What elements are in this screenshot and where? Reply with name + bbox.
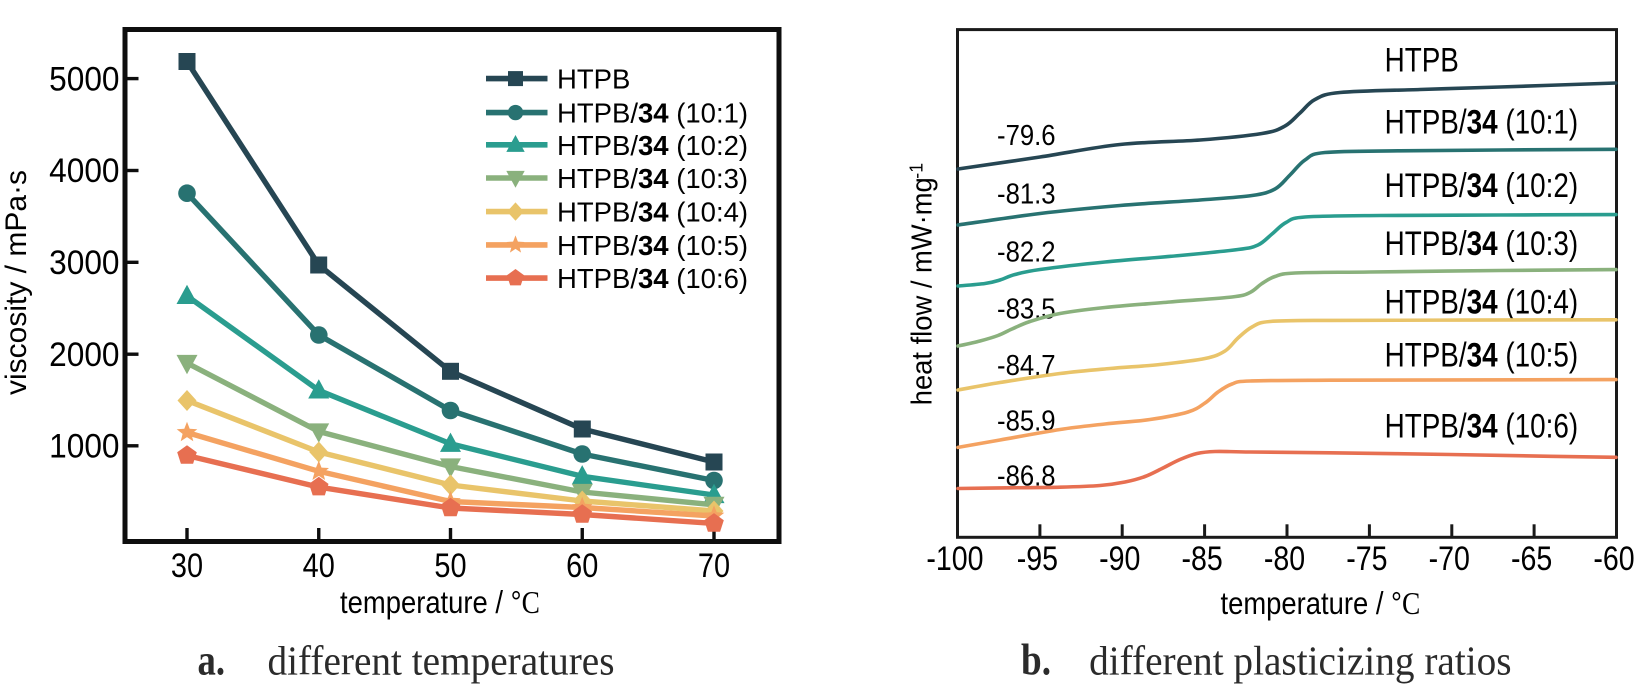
svg-text:HTPB/34 (10:4): HTPB/34 (10:4) [557, 197, 748, 228]
svg-text:-75: -75 [1346, 540, 1387, 578]
svg-text:1000: 1000 [49, 426, 119, 464]
svg-text:-95: -95 [1017, 540, 1058, 578]
svg-text:4000: 4000 [49, 151, 119, 189]
svg-text:50: 50 [434, 546, 466, 585]
svg-text:60: 60 [566, 546, 598, 585]
svg-text:b.: b. [1021, 636, 1051, 685]
svg-text:-80: -80 [1264, 540, 1305, 578]
svg-text:-83.5: -83.5 [997, 292, 1056, 325]
svg-text:-100: -100 [926, 540, 983, 578]
svg-text:HTPB/34 (10:2): HTPB/34 (10:2) [557, 130, 748, 161]
svg-text:HTPB/34 (10:6): HTPB/34 (10:6) [1385, 407, 1579, 445]
svg-text:-60: -60 [1593, 540, 1634, 578]
svg-text:different temperatures: different temperatures [268, 638, 615, 684]
svg-text:viscosity / mPa·s: viscosity / mPa·s [0, 170, 33, 395]
svg-text:-1: -1 [906, 163, 926, 179]
svg-text:5000: 5000 [49, 59, 119, 97]
svg-text:HTPB/34 (10:2): HTPB/34 (10:2) [1385, 166, 1579, 204]
svg-text:3000: 3000 [49, 243, 119, 281]
svg-text:2000: 2000 [49, 335, 119, 373]
svg-text:-70: -70 [1429, 540, 1470, 578]
svg-text:-90: -90 [1099, 540, 1140, 578]
svg-text:HTPB/34 (10:1): HTPB/34 (10:1) [1385, 103, 1579, 141]
svg-text:temperature / °C: temperature / °C [340, 585, 540, 620]
svg-text:HTPB/34 (10:1): HTPB/34 (10:1) [557, 98, 748, 129]
svg-text:30: 30 [171, 546, 203, 585]
svg-text:a.: a. [198, 636, 226, 685]
svg-text:-81.3: -81.3 [997, 177, 1056, 210]
svg-text:HTPB/34 (10:6): HTPB/34 (10:6) [557, 263, 748, 294]
svg-text:HTPB/34 (10:5): HTPB/34 (10:5) [557, 230, 748, 261]
svg-text:heat flow / mW·mg: heat flow / mW·mg [906, 177, 938, 405]
svg-text:40: 40 [303, 546, 335, 585]
svg-text:-82.2: -82.2 [997, 235, 1056, 268]
svg-text:HTPB/34 (10:5): HTPB/34 (10:5) [1385, 336, 1579, 374]
svg-text:-79.6: -79.6 [997, 119, 1056, 152]
svg-text:70: 70 [698, 546, 730, 585]
svg-text:HTPB: HTPB [557, 64, 630, 95]
svg-text:HTPB/34 (10:3): HTPB/34 (10:3) [1385, 225, 1579, 263]
svg-text:HTPB: HTPB [1385, 41, 1459, 79]
svg-text:temperature / °C: temperature / °C [1221, 586, 1421, 621]
svg-text:-65: -65 [1511, 540, 1552, 578]
svg-text:different plasticizing ratios: different plasticizing ratios [1089, 638, 1512, 684]
svg-text:-85: -85 [1181, 540, 1222, 578]
svg-text:HTPB/34 (10:3): HTPB/34 (10:3) [557, 163, 748, 194]
svg-text:HTPB/34 (10:4): HTPB/34 (10:4) [1385, 283, 1579, 321]
